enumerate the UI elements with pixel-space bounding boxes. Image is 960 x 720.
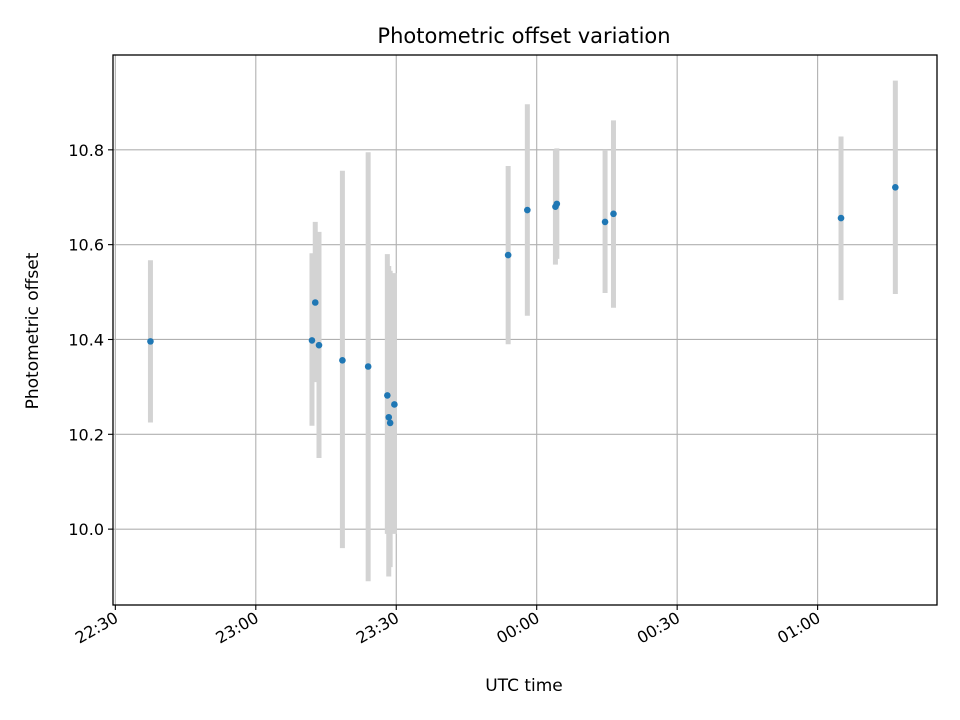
y-axis-label: Photometric offset <box>23 252 43 409</box>
x-axis-label: UTC time <box>485 676 563 696</box>
data-point <box>601 218 609 226</box>
data-point <box>524 206 531 214</box>
data-point <box>892 183 899 191</box>
chart-title: Photometric offset variation <box>377 24 670 48</box>
plot-area-frame <box>112 54 938 606</box>
y-tick-label: 10.4 <box>68 330 104 349</box>
y-axis-ticks: 10.0 10.2 10.4 10.6 10.8 <box>68 141 113 539</box>
y-tick-label: 10.8 <box>68 141 104 160</box>
data-point <box>384 392 391 399</box>
data-points <box>147 183 899 427</box>
data-point <box>315 341 323 349</box>
data-point <box>308 337 316 344</box>
data-point <box>610 210 617 218</box>
data-point <box>147 338 154 345</box>
y-tick-label: 10.6 <box>68 236 104 255</box>
y-tick-label: 10.2 <box>68 425 104 444</box>
data-point <box>553 200 561 208</box>
data-point <box>386 419 394 427</box>
data-point <box>339 357 346 364</box>
data-point <box>837 214 845 222</box>
y-tick-label: 10.0 <box>68 520 104 539</box>
data-point <box>364 363 372 370</box>
data-point <box>391 401 398 408</box>
data-point <box>311 299 319 306</box>
data-point <box>504 251 512 259</box>
data-point <box>385 413 393 421</box>
